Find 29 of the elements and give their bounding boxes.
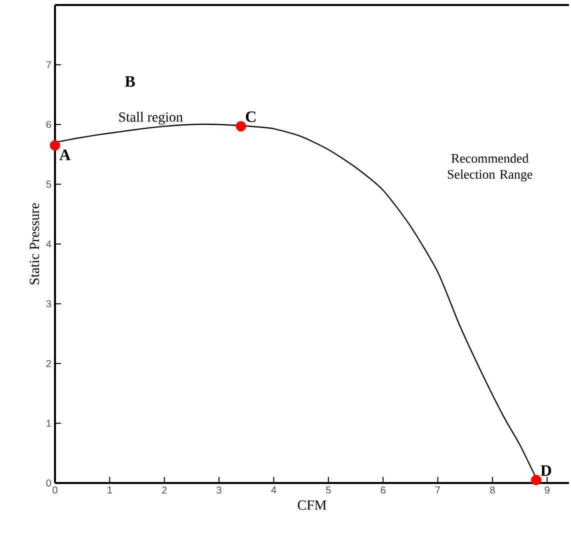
y-tick-label: 7	[46, 61, 51, 68]
annotation: B	[124, 76, 135, 87]
x-tick-label: 8	[490, 486, 495, 494]
x-tick-label: 6	[380, 486, 386, 494]
x-tick-label: 1	[108, 486, 112, 494]
y-axis-title: Static Pressure	[30, 203, 40, 284]
x-tick-label: 4	[271, 486, 276, 494]
point	[50, 140, 60, 151]
y-tick-label: 2	[46, 360, 51, 367]
x-tick-label: 7	[436, 486, 440, 494]
y-tick-label: 0	[46, 479, 52, 487]
y-tick-label: 4	[46, 240, 52, 248]
y-tick-label: 5	[46, 180, 52, 188]
point	[236, 121, 246, 132]
annotation: D	[540, 465, 552, 476]
y-tick-label: 1	[46, 420, 51, 427]
annotation: Recommended Selection Range	[448, 154, 532, 182]
y-tick-label: 6	[46, 120, 52, 128]
annotation: Stall region	[119, 112, 183, 125]
x-tick-label: 5	[326, 486, 331, 494]
x-tick-label: 3	[216, 486, 222, 494]
annotation: A	[59, 150, 71, 160]
x-tick-label: 9	[544, 486, 550, 494]
x-tick-label: 2	[162, 486, 167, 494]
point	[531, 474, 542, 486]
x-axis-title: CFM	[298, 500, 326, 510]
x-tick-label: 0	[52, 486, 58, 494]
y-tick-label: 3	[46, 300, 52, 308]
annotation: C	[246, 111, 256, 122]
